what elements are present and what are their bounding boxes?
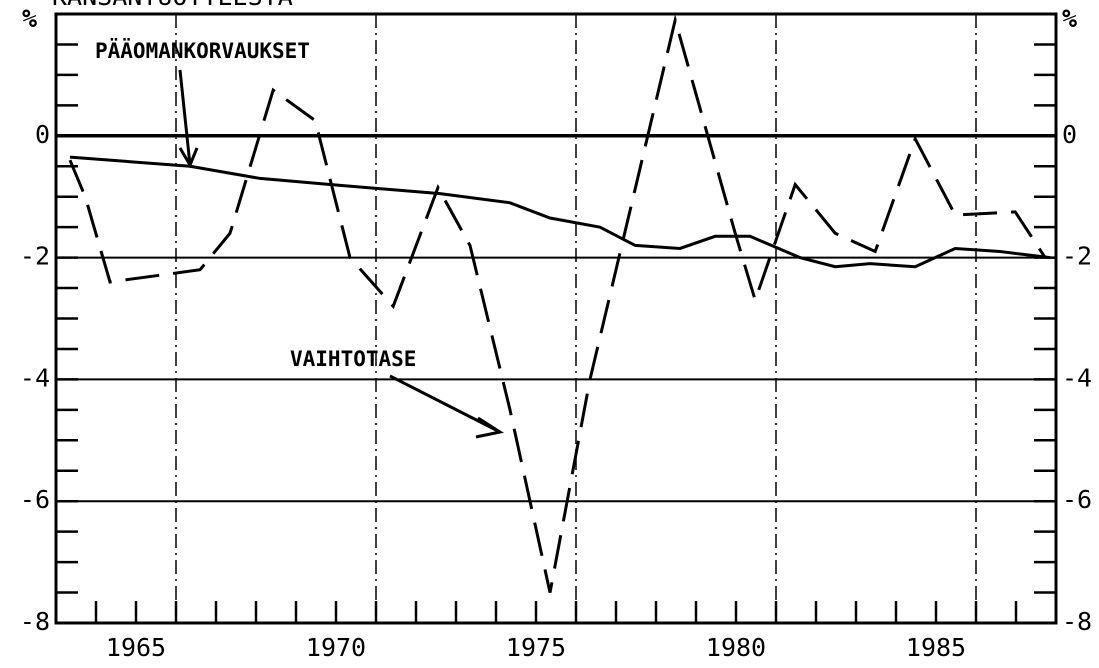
x-tick-label: 1970 <box>306 633 366 662</box>
y-unit-left: % <box>22 4 37 33</box>
plot-frame <box>54 12 1058 625</box>
annotation: VAIHTOTASE <box>290 347 416 371</box>
chart-title: KANSANTUOTTEESTA <box>52 0 293 11</box>
y-tick-label: -6 <box>1062 485 1092 514</box>
y-tick-label: -2 <box>20 242 50 271</box>
arrow <box>389 374 504 439</box>
x-tick-label: 1975 <box>506 633 566 662</box>
y-unit-right: % <box>1062 4 1077 33</box>
annotation: PÄÄOMANKORVAUKSET <box>95 38 310 63</box>
line-series <box>68 14 1047 593</box>
y-tick-label: -8 <box>20 607 50 636</box>
y-tick-label: -8 <box>1062 607 1092 636</box>
y-tick-label: 0 <box>1062 120 1077 149</box>
y-tick-label: 0 <box>35 120 50 149</box>
x-tick-label: 1965 <box>106 633 166 662</box>
y-tick-label: -6 <box>20 485 50 514</box>
arrow <box>178 69 199 169</box>
y-tick-label: -2 <box>1062 242 1092 271</box>
x-tick-label: 1980 <box>706 633 766 662</box>
y-tick-label: -4 <box>20 363 50 392</box>
x-tick-label: 1985 <box>906 633 966 662</box>
y-tick-label: -4 <box>1062 363 1092 392</box>
